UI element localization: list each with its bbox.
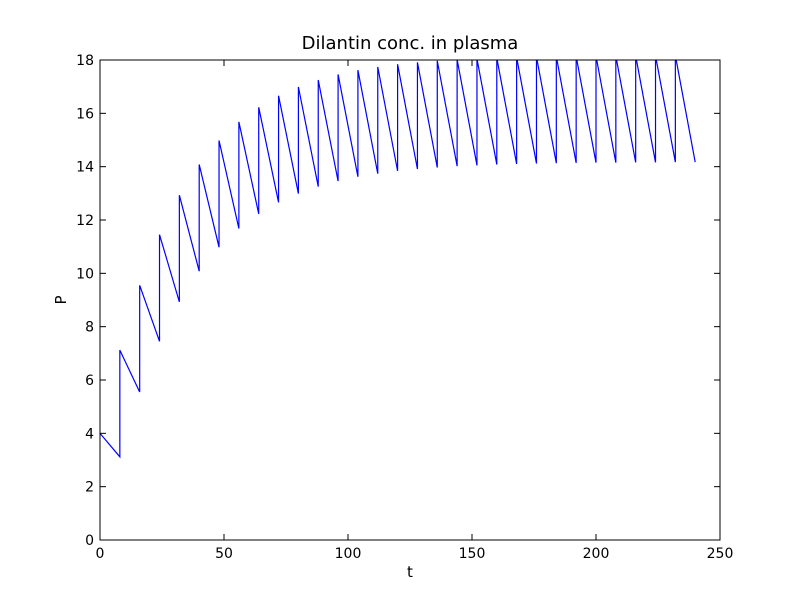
y-tick-label: 8 <box>85 320 94 336</box>
y-tick-label: 12 <box>76 213 94 229</box>
y-tick-label: 6 <box>85 373 94 389</box>
x-axis: 0 50 100 150 200 250 <box>96 60 734 562</box>
plot-area <box>100 60 720 540</box>
series-line-0 <box>100 60 696 459</box>
y-axis: 0 2 4 6 8 10 12 14 16 18 <box>76 53 720 549</box>
y-tick-label: 16 <box>76 106 94 122</box>
x-tick-label: 150 <box>459 546 486 562</box>
chart-title: Dilantin conc. in plasma <box>302 33 519 54</box>
x-tick-label: 100 <box>335 546 362 562</box>
y-tick-label: 18 <box>76 53 94 69</box>
y-tick-label: 4 <box>85 426 94 442</box>
y-tick-label: 0 <box>85 533 94 549</box>
plot-frame <box>99 59 721 541</box>
y-tick-label: 10 <box>76 266 94 282</box>
x-tick-label: 200 <box>583 546 610 562</box>
x-tick-label: 250 <box>707 546 734 562</box>
x-tick-label: 50 <box>215 546 233 562</box>
x-axis-label: t <box>407 563 413 581</box>
y-tick-label: 2 <box>85 480 94 496</box>
y-tick-label: 14 <box>76 160 94 176</box>
y-axis-label: P <box>52 295 70 304</box>
x-tick-label: 0 <box>96 546 105 562</box>
series-layer <box>100 60 696 459</box>
